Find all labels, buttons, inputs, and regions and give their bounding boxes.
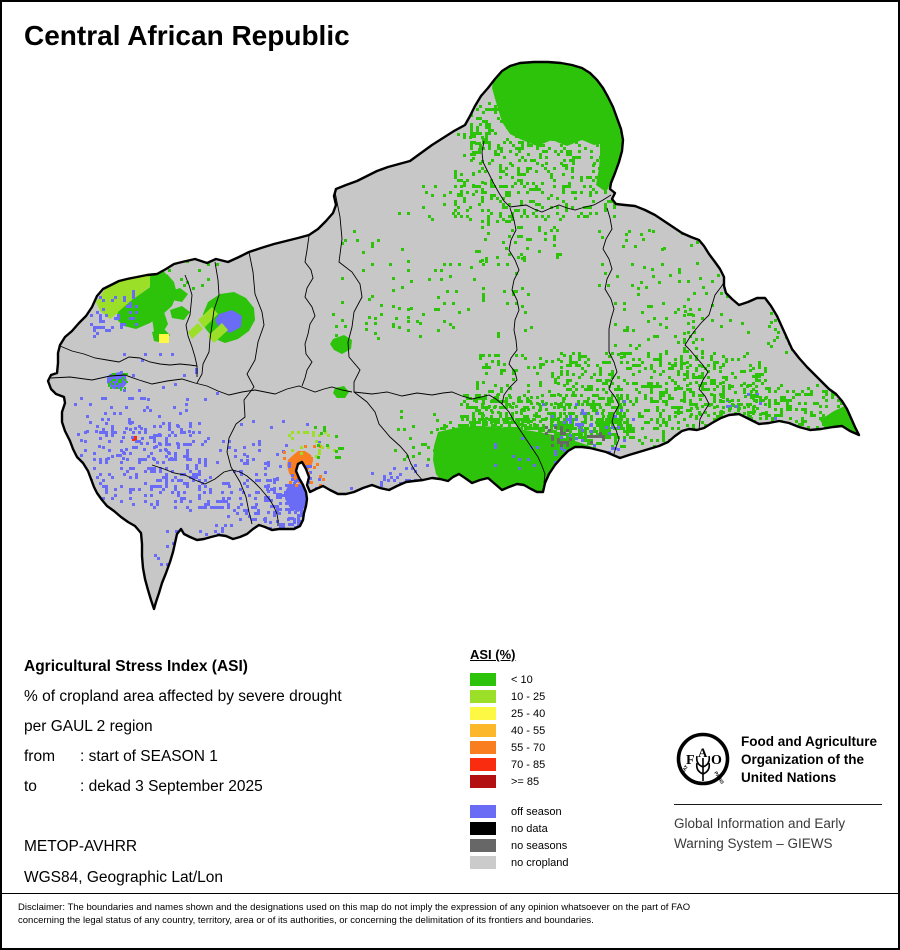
legend-swatch: [470, 839, 496, 852]
legend-row: >= 85: [470, 773, 660, 790]
legend-swatch: [470, 805, 496, 818]
fao-motto-right: PANIS: [713, 771, 725, 785]
legend-swatch: [470, 724, 496, 737]
legend-gap: [470, 790, 660, 803]
legend-title: ASI (%): [470, 647, 516, 662]
fao-separator: [674, 804, 882, 805]
giews-line2: Warning System – GIEWS: [674, 836, 833, 851]
index-name: Agricultural Stress Index (ASI): [24, 658, 248, 675]
giews-name: Global Information and Early Warning Sys…: [674, 814, 882, 854]
legend-label: 25 - 40: [511, 707, 546, 720]
legend-row: 10 - 25: [470, 688, 660, 705]
legend-swatch: [470, 856, 496, 869]
legend-label: 10 - 25: [511, 690, 546, 703]
legend-row: no seasons: [470, 837, 660, 854]
disclaimer: Disclaimer: The boundaries and names sho…: [2, 893, 898, 948]
data-source: METOP-AVHRR WGS84, Geographic Lat/Lon: [24, 831, 464, 893]
legend-row: 55 - 70: [470, 739, 660, 756]
fao-org-name: Food and Agriculture Organization of the…: [741, 729, 877, 787]
fao-letter-f: F: [686, 753, 695, 768]
legend-row: 25 - 40: [470, 705, 660, 722]
sensor-name: METOP-AVHRR: [24, 838, 138, 855]
fao-org-line1: Food and Agriculture: [741, 734, 877, 749]
period-from: from : start of SEASON 1: [24, 742, 464, 772]
page-title: Central African Republic: [24, 20, 350, 51]
legend-label: no seasons: [511, 839, 568, 852]
legend-label: 70 - 85: [511, 758, 546, 771]
fao-logo-row: F A O FIAT PANIS Food and Agriculture Or…: [674, 729, 882, 789]
asi-map: [46, 60, 861, 611]
to-value: : dekad 3 September 2025: [80, 778, 263, 795]
legend-label: off season: [511, 805, 562, 818]
legend-swatch: [470, 673, 496, 686]
fao-org-line3: United Nations: [741, 770, 837, 785]
legend-swatch: [470, 690, 496, 703]
legend-row: < 10: [470, 671, 660, 688]
legend-label: >= 85: [511, 775, 540, 788]
fao-branding: F A O FIAT PANIS Food and Agriculture Or…: [674, 729, 882, 854]
fao-logo-icon: F A O FIAT PANIS: [676, 732, 730, 786]
to-label: to: [24, 778, 37, 795]
legend-row: no data: [470, 820, 660, 837]
legend-swatch: [470, 775, 496, 788]
legend-class-group: < 10 10 - 25 25 - 40 40 - 55 55 - 70 70 …: [470, 671, 660, 790]
giews-line1: Global Information and Early: [674, 816, 846, 831]
legend-label: 40 - 55: [511, 724, 546, 737]
fao-letter-o: O: [711, 753, 722, 768]
fao-letter-a: A: [698, 745, 708, 760]
disclaimer-line2: concerning the legal status of any count…: [18, 915, 594, 926]
disclaimer-line1: Disclaimer: The boundaries and names sho…: [18, 902, 691, 913]
fao-motto-left: FIAT: [680, 764, 690, 775]
legend-row: 70 - 85: [470, 756, 660, 773]
index-aggregation: per GAUL 2 region: [24, 718, 153, 735]
from-value: : start of SEASON 1: [80, 748, 218, 765]
legend-label: 55 - 70: [511, 741, 546, 754]
legend-label: no cropland: [511, 856, 569, 869]
legend-row: 40 - 55: [470, 722, 660, 739]
legend-label: no data: [511, 822, 548, 835]
legend-swatch: [470, 822, 496, 835]
projection-name: WGS84, Geographic Lat/Lon: [24, 869, 224, 886]
legend-row: no cropland: [470, 854, 660, 871]
index-definition: % of cropland area affected by severe dr…: [24, 688, 342, 705]
wheat-icon: [695, 755, 711, 781]
legend-row: off season: [470, 803, 660, 820]
legend-extra-group: off season no data no seasons no croplan…: [470, 803, 660, 871]
legend-label: < 10: [511, 673, 533, 686]
map-description: Agricultural Stress Index (ASI) % of cro…: [24, 652, 464, 802]
legend-swatch: [470, 758, 496, 771]
from-label: from: [24, 748, 55, 765]
legend-swatch: [470, 707, 496, 720]
period-to: to : dekad 3 September 2025: [24, 772, 464, 802]
legend: ASI (%) < 10 10 - 25 25 - 40 40 - 55 55 …: [470, 647, 660, 871]
legend-swatch: [470, 741, 496, 754]
fao-org-line2: Organization of the: [741, 752, 864, 767]
